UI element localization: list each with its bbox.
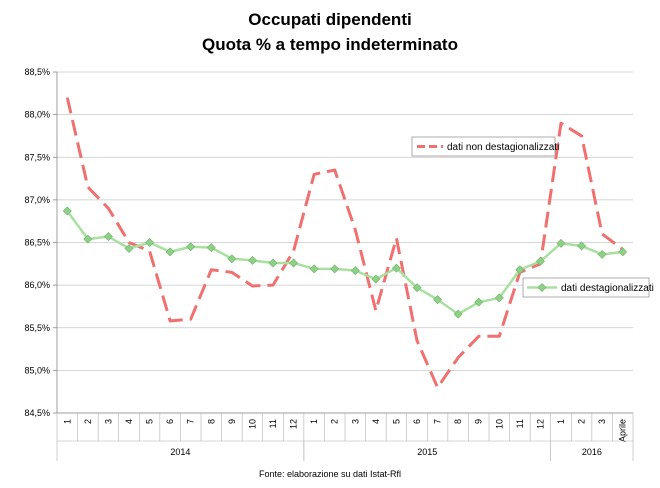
series-seasonal-marker	[453, 309, 463, 319]
x-tick-label: 2	[577, 419, 587, 424]
x-tick-label: 9	[474, 419, 484, 424]
series-seasonal-marker	[350, 266, 360, 276]
series-seasonal-marker	[515, 265, 525, 275]
y-tick-label: 86,5%	[24, 238, 50, 248]
chart-title: Occupati dipendenti	[248, 10, 411, 29]
series-seasonal-marker	[391, 263, 401, 273]
year-label: 2016	[582, 447, 602, 457]
series-seasonal-marker	[83, 234, 93, 244]
series-seasonal-marker	[412, 283, 422, 293]
x-tick-label: 1	[62, 419, 72, 424]
x-tick-label: 11	[268, 419, 278, 428]
x-tick-label: 1	[556, 419, 566, 424]
series-seasonal-marker	[535, 256, 545, 266]
x-tick-label: 10	[247, 419, 257, 429]
y-tick-label: 85,5%	[24, 323, 50, 333]
x-tick-label: 3	[597, 419, 607, 424]
x-tick-label: 1	[309, 419, 319, 424]
x-tick-label: 3	[350, 419, 360, 424]
x-tick-label: 11	[515, 419, 525, 428]
series-group	[62, 97, 628, 389]
y-tick-label: 86,0%	[24, 280, 50, 290]
series-seasonal-marker	[268, 258, 278, 268]
x-tick-label: 6	[412, 419, 422, 424]
y-tick-label: 87,5%	[24, 152, 50, 162]
series-seasonal-marker	[330, 264, 340, 274]
y-tick-label: 88,5%	[24, 67, 50, 77]
x-tick-label: Aprile	[618, 419, 628, 442]
legend-box-non-seasonal	[411, 136, 556, 157]
x-tick-label: 4	[371, 419, 381, 424]
x-tick-label: 9	[227, 419, 237, 424]
legends: dati non destagionalizzati dati destagion…	[411, 136, 654, 298]
x-tick-label: 12	[535, 419, 545, 429]
legend-label-non-seasonal: dati non destagionalizzati	[447, 142, 559, 153]
legend-box-seasonal	[522, 277, 650, 298]
year-label: 2014	[170, 447, 190, 457]
series-seasonal-marker	[227, 254, 237, 264]
series-seasonal-marker	[371, 274, 381, 284]
y-tick-label: 87,0%	[24, 195, 50, 205]
x-tick-label: 4	[124, 419, 134, 424]
chart-titles: Occupati dipendenti Quota % a tempo inde…	[202, 10, 458, 54]
x-tick-label: 10	[494, 419, 504, 429]
series-seasonal-marker	[186, 242, 196, 252]
series-seasonal-marker	[597, 249, 607, 259]
series-seasonal-marker	[206, 243, 216, 253]
series-seasonal-line	[66, 210, 623, 316]
series-seasonal-marker	[577, 241, 587, 251]
x-tick-label: 5	[391, 419, 401, 424]
series-seasonal-marker	[618, 247, 628, 257]
series-seasonal-marker	[124, 243, 134, 253]
y-axis: 84,5% 85,0% 85,5% 86,0% 86,5% 87,0% 87,5% 88,0%…	[24, 67, 58, 418]
x-tick-label: 5	[145, 419, 155, 424]
x-tick-label: 6	[165, 419, 175, 424]
series-seasonal-marker	[103, 232, 113, 242]
series-seasonal-marker	[247, 255, 257, 265]
series-seasonal-marker	[556, 238, 566, 248]
series-seasonal-marker	[433, 295, 443, 305]
series-seasonal-marker	[62, 206, 72, 216]
x-tick-label: 8	[206, 419, 216, 424]
legend-label-seasonal: dati destagionalizzati	[561, 283, 654, 294]
legend-marker-seasonal	[537, 283, 547, 292]
series-seasonal-marker	[145, 238, 155, 247]
x-tick-label: 7	[186, 419, 196, 424]
x-tick-label: 8	[453, 419, 463, 424]
x-axis: 1 2 3 4 5 6 7 8 9 10 11 12 1 2 3 4 5 6 7 8 9 10 11 12 1 2 3 Aprile2…	[56, 412, 634, 461]
series-non-seasonal-line	[65, 97, 624, 389]
series-seasonal-marker	[309, 264, 319, 274]
x-tick-label: 7	[433, 419, 443, 424]
series-seasonal-marker	[474, 297, 484, 307]
series-seasonal-marker	[289, 258, 299, 268]
series-seasonal-marker	[494, 293, 504, 303]
chart-subtitle: Quota % a tempo indeterminato	[202, 35, 458, 54]
gridlines	[57, 71, 633, 414]
x-tick-label: 3	[103, 419, 113, 424]
x-tick-label: 12	[289, 419, 299, 429]
y-tick-label: 88,0%	[24, 110, 50, 120]
x-tick-label: 2	[83, 419, 93, 424]
y-tick-label: 84,5%	[24, 408, 50, 418]
x-tick-label: 2	[330, 419, 340, 424]
year-label: 2015	[417, 447, 437, 457]
y-tick-label: 85,0%	[24, 365, 50, 375]
series-seasonal-marker	[165, 247, 175, 257]
source-note: Fonte: elaborazione su dati Istat-Rfl	[259, 469, 401, 479]
